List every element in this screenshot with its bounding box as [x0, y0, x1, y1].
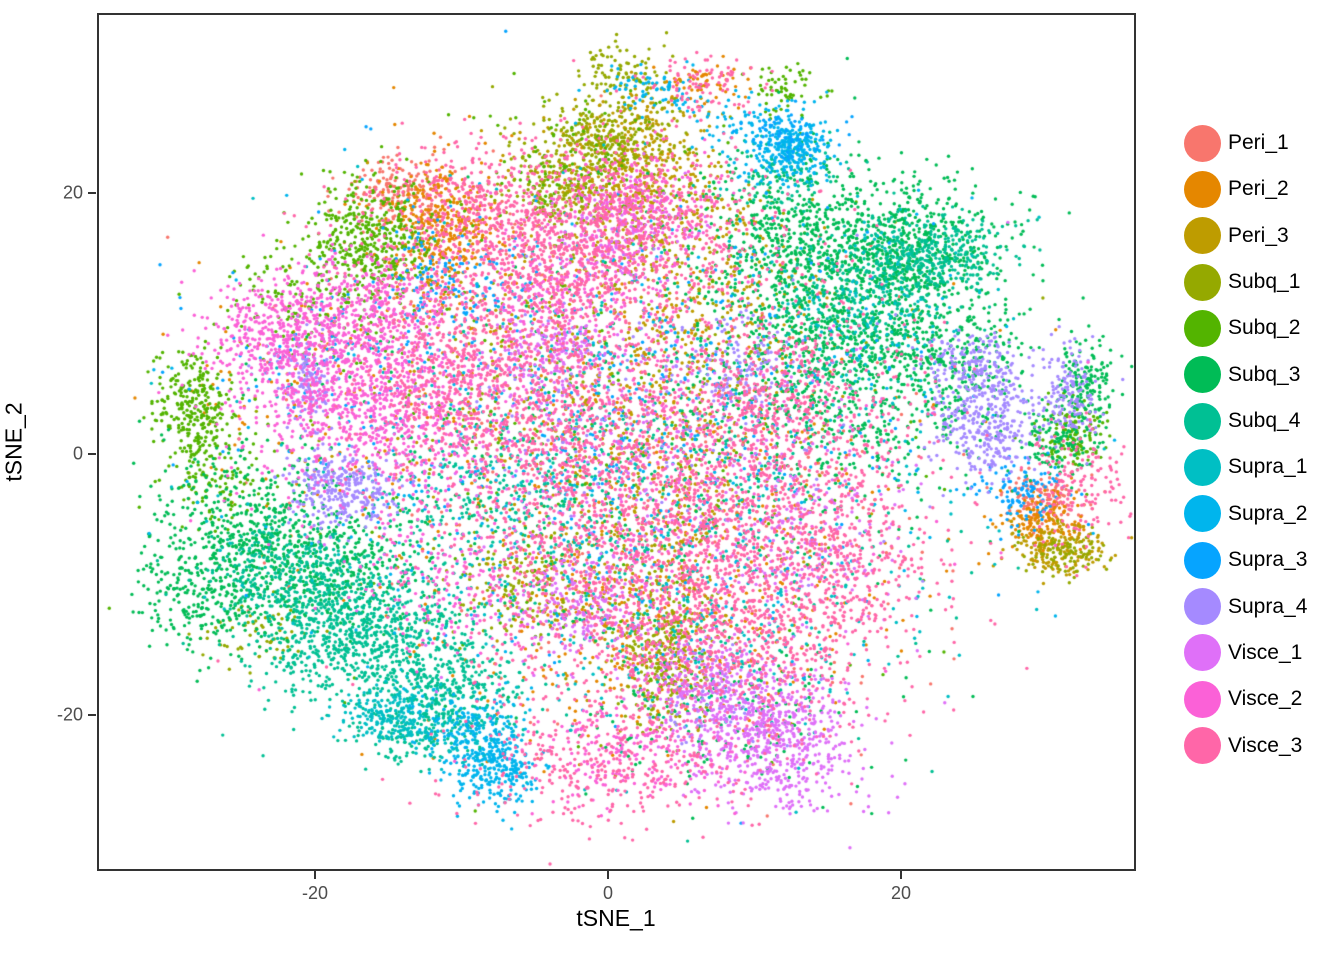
- x-tick-label: -20: [301, 883, 329, 903]
- legend-key-circle: [1184, 634, 1221, 672]
- legend-item-Supra_1: Supra_1: [1184, 448, 1307, 486]
- legend-label: Supra_2: [1228, 501, 1308, 525]
- legend-item-Visce_2: Visce_2: [1184, 680, 1302, 718]
- legend-key-circle: [1184, 495, 1221, 533]
- legend-item-Peri_2: Peri_2: [1184, 170, 1289, 208]
- legend-key-circle: [1184, 124, 1221, 162]
- legend-label: Subq_4: [1228, 409, 1301, 433]
- legend-label: Peri_3: [1228, 223, 1289, 247]
- legend-item-Subq_4: Subq_4: [1184, 402, 1300, 440]
- legend-item-Peri_3: Peri_3: [1184, 217, 1289, 255]
- x-tick-label: 0: [602, 883, 614, 903]
- y-tick-label: -20: [56, 704, 83, 725]
- legend-item-Visce_1: Visce_1: [1184, 634, 1302, 672]
- y-tick-mark: [88, 714, 96, 716]
- x-tick-mark: [900, 871, 902, 879]
- legend-item-Supra_4: Supra_4: [1184, 588, 1307, 626]
- x-tick-mark: [607, 871, 609, 879]
- legend-key-circle: [1184, 588, 1221, 625]
- legend-label: Visce_1: [1228, 640, 1303, 664]
- legend-item-Visce_3: Visce_3: [1184, 727, 1302, 765]
- legend-key-circle: [1184, 356, 1221, 394]
- legend-key-circle: [1184, 402, 1221, 440]
- legend-item-Subq_3: Subq_3: [1184, 356, 1300, 394]
- legend-label: Supra_4: [1228, 594, 1308, 618]
- legend-key-circle: [1184, 680, 1221, 718]
- legend-label: Visce_2: [1228, 687, 1303, 711]
- legend-key-circle: [1184, 170, 1221, 208]
- y-tick-mark: [88, 192, 96, 194]
- legend-label: Supra_1: [1228, 455, 1308, 479]
- legend-label: Subq_2: [1228, 316, 1301, 340]
- legend-key-circle: [1184, 448, 1221, 486]
- scatter-points-canvas: [97, 13, 1136, 871]
- legend-key-circle: [1184, 263, 1221, 301]
- legend-label: Peri_1: [1228, 131, 1289, 154]
- legend-label: Subq_1: [1228, 270, 1301, 294]
- x-tick-mark: [314, 871, 316, 879]
- y-axis-title: tSNE_2: [0, 402, 27, 482]
- legend-item-Subq_2: Subq_2: [1184, 309, 1300, 347]
- y-tick-mark: [88, 453, 96, 455]
- x-axis-title: tSNE_1: [576, 905, 656, 931]
- legend-item-Peri_1: Peri_1: [1184, 124, 1289, 162]
- legend-item-Subq_1: Subq_1: [1184, 263, 1300, 301]
- legend-key-circle: [1184, 217, 1221, 255]
- legend-item-Supra_2: Supra_2: [1184, 495, 1307, 533]
- legend-label: Peri_2: [1228, 177, 1289, 201]
- legend-key-circle: [1184, 541, 1221, 579]
- x-tick-label: 20: [890, 883, 912, 903]
- legend-item-Supra_3: Supra_3: [1184, 541, 1307, 579]
- legend-label: Subq_3: [1228, 362, 1301, 386]
- y-tick-label: 0: [72, 443, 83, 464]
- y-tick-label: 20: [62, 182, 83, 203]
- legend-label: Supra_3: [1228, 548, 1308, 572]
- legend-key-circle: [1184, 309, 1221, 347]
- legend-key-circle: [1184, 727, 1221, 765]
- legend-label: Visce_3: [1228, 733, 1303, 757]
